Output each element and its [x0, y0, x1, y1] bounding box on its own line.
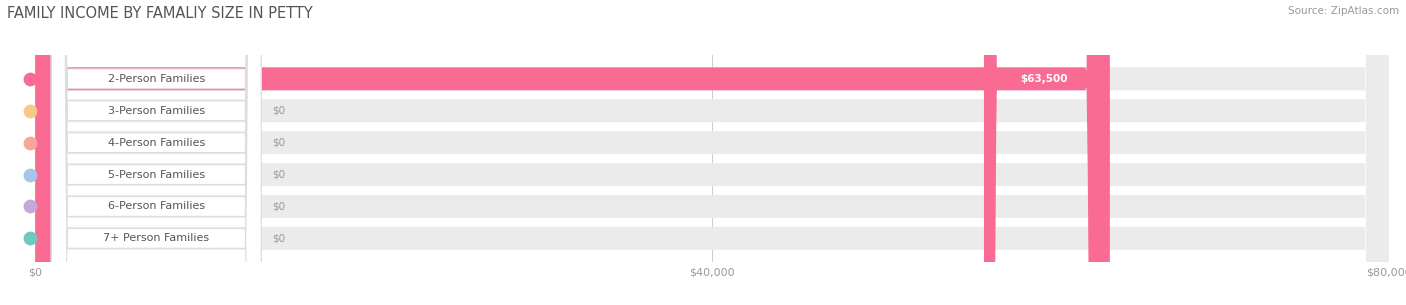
FancyBboxPatch shape — [35, 0, 1109, 305]
Text: $0: $0 — [273, 170, 285, 180]
FancyBboxPatch shape — [52, 0, 262, 305]
Text: $0: $0 — [273, 202, 285, 211]
Text: 3-Person Families: 3-Person Families — [108, 106, 205, 116]
Text: $63,500: $63,500 — [1019, 74, 1067, 84]
FancyBboxPatch shape — [35, 0, 1389, 305]
FancyBboxPatch shape — [35, 0, 1389, 305]
Text: 6-Person Families: 6-Person Families — [108, 202, 205, 211]
FancyBboxPatch shape — [35, 0, 1389, 305]
Text: FAMILY INCOME BY FAMALIY SIZE IN PETTY: FAMILY INCOME BY FAMALIY SIZE IN PETTY — [7, 6, 312, 21]
Point — [18, 76, 41, 81]
Text: 7+ Person Families: 7+ Person Families — [103, 233, 209, 243]
Text: $0: $0 — [273, 138, 285, 148]
FancyBboxPatch shape — [35, 0, 1389, 305]
Point — [18, 236, 41, 241]
Text: Source: ZipAtlas.com: Source: ZipAtlas.com — [1288, 6, 1399, 16]
Point — [18, 108, 41, 113]
Point — [18, 204, 41, 209]
Point — [18, 140, 41, 145]
FancyBboxPatch shape — [35, 0, 1389, 305]
FancyBboxPatch shape — [52, 0, 262, 305]
Point — [18, 172, 41, 177]
Text: 2-Person Families: 2-Person Families — [108, 74, 205, 84]
FancyBboxPatch shape — [52, 0, 262, 305]
FancyBboxPatch shape — [984, 0, 1104, 305]
Text: 4-Person Families: 4-Person Families — [108, 138, 205, 148]
Text: 5-Person Families: 5-Person Families — [108, 170, 205, 180]
FancyBboxPatch shape — [52, 0, 262, 305]
FancyBboxPatch shape — [35, 0, 1389, 305]
FancyBboxPatch shape — [52, 0, 262, 305]
Text: $0: $0 — [273, 233, 285, 243]
Text: $0: $0 — [273, 106, 285, 116]
FancyBboxPatch shape — [52, 0, 262, 305]
